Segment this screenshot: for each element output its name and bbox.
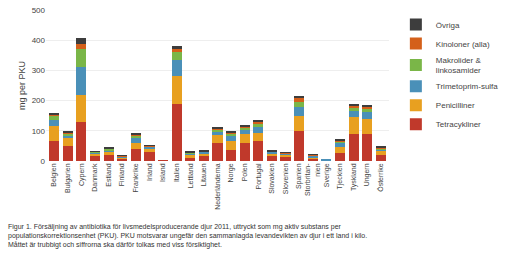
svg-text:Slovakien: Slovakien [268,163,275,193]
svg-text:Figur 1. Försäljning av antibi: Figur 1. Försäljning av antibiotika för … [8,223,367,249]
svg-text:Nederländerna: Nederländerna [214,163,221,209]
svg-text:Penicilliner: Penicilliner [436,101,475,110]
svg-text:Trimetoprim-sulfa: Trimetoprim-sulfa [436,82,498,91]
svg-text:Irland: Irland [146,163,153,181]
svg-text:Estland: Estland [105,163,112,186]
svg-text:Frankrike: Frankrike [132,163,139,192]
svg-text:Bulgarien: Bulgarien [64,163,72,193]
svg-text:Ungern: Ungern [363,163,371,186]
svg-text:Island: Island [159,163,166,182]
svg-text:Polen: Polen [241,163,248,181]
svg-text:Italien: Italien [173,163,180,182]
svg-text:Finland: Finland [118,163,125,186]
svg-text:Övriga: Övriga [436,21,460,30]
svg-text:Sverige: Sverige [323,163,331,187]
svg-text:Lettland: Lettland [187,163,194,188]
svg-text:200: 200 [32,96,46,105]
svg-text:Tjeckien: Tjeckien [336,163,344,189]
svg-text:300: 300 [32,66,46,75]
svg-text:Portugal: Portugal [255,163,263,190]
svg-text:Cypern: Cypern [78,163,86,186]
svg-text:Makrolider &linkosamider: Makrolider &linkosamider [436,56,482,75]
svg-text:500: 500 [32,6,46,15]
svg-text:Litauen: Litauen [200,163,207,186]
svg-text:Spanien: Spanien [295,163,303,189]
svg-text:Österrike: Österrike [377,163,384,192]
svg-text:mg per PKU: mg per PKU [17,61,27,110]
svg-text:Tyskland: Tyskland [350,163,358,191]
svg-text:400: 400 [32,36,46,45]
svg-text:Storbritan-nien: Storbritan-nien [305,163,321,196]
svg-text:100: 100 [32,127,46,136]
svg-text:Belgien: Belgien [50,163,58,186]
svg-text:Danmark: Danmark [91,163,98,192]
svg-text:Tetracykliner: Tetracykliner [436,120,481,129]
svg-text:0: 0 [41,157,46,166]
svg-text:Slovenien: Slovenien [282,163,289,194]
svg-text:Kinoloner (alla): Kinoloner (alla) [436,40,490,49]
svg-text:Norge: Norge [227,163,235,182]
